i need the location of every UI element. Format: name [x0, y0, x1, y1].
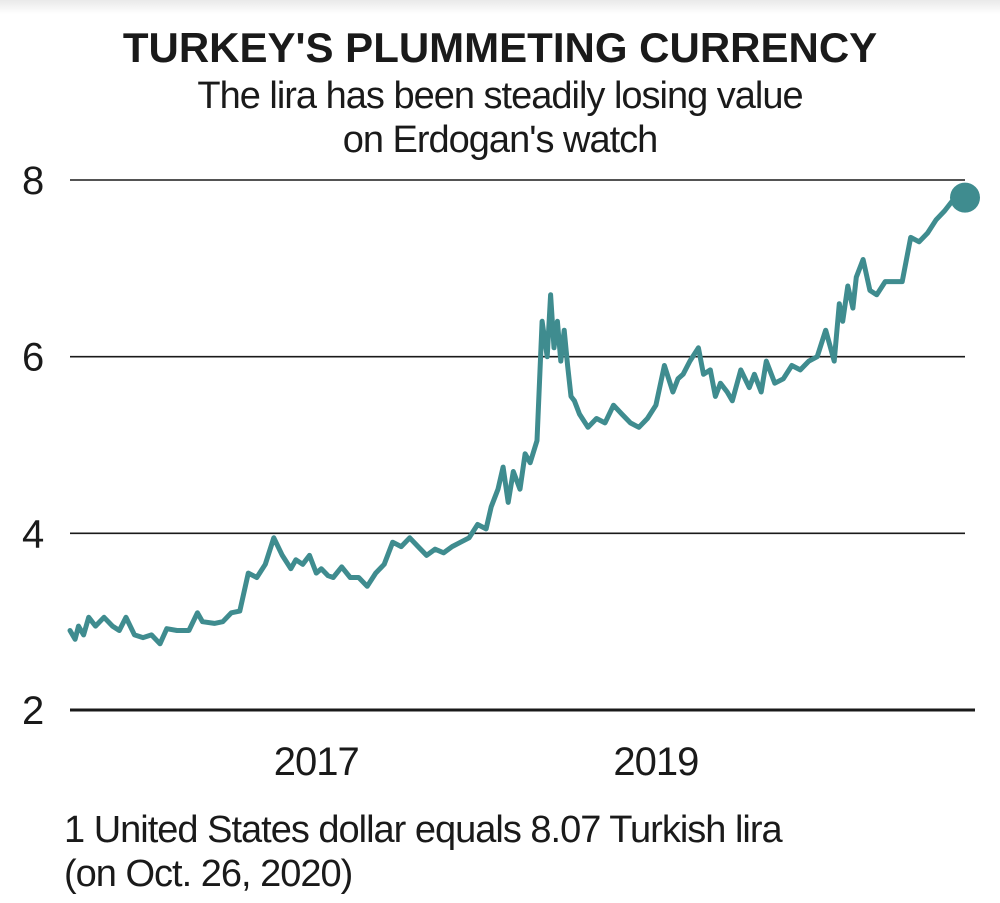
footnote-line-2: (on Oct. 26, 2020) — [64, 853, 353, 895]
footnote: 1 United States dollar equals 8.07 Turki… — [64, 808, 994, 896]
y-tick-label-6: 6 — [22, 336, 44, 380]
subtitle-line-1: The lira has been steadily losing value — [197, 75, 803, 117]
y-tick-label-2: 2 — [22, 689, 44, 733]
x-tick-label-2017: 2017 — [274, 740, 359, 784]
footnote-line-1: 1 United States dollar equals 8.07 Turki… — [64, 809, 783, 851]
y-tick-label-4: 4 — [22, 512, 44, 556]
y-tick-label-8: 8 — [22, 159, 44, 203]
chart-title: TURKEY'S PLUMMETING CURRENCY — [122, 24, 878, 71]
x-tick-label-2019: 2019 — [613, 740, 698, 784]
chart-subtitle: The lira has been steadily losing value … — [0, 74, 1000, 162]
subtitle-line-2: on Erdogan's watch — [342, 119, 659, 161]
top-shadow — [0, 0, 1000, 14]
endpoint-marker — [950, 182, 980, 213]
series-line-0 — [67, 195, 968, 647]
